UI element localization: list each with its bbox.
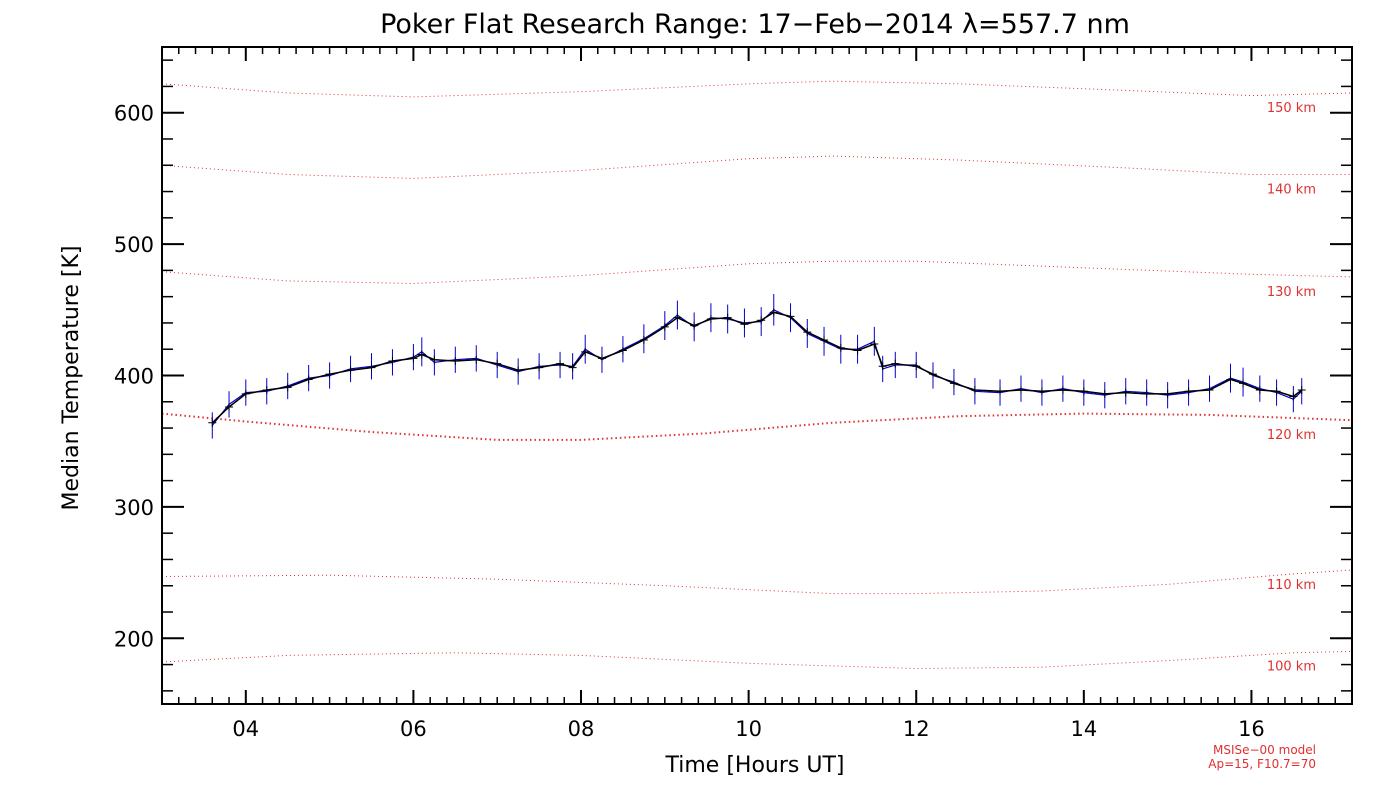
- data-point: [556, 359, 565, 368]
- data-point: [225, 403, 234, 412]
- data-point: [388, 357, 397, 366]
- axes: 04 06 08 10 12 14 16 200 300 400 500 600: [114, 46, 1353, 741]
- data-point: [283, 383, 292, 392]
- y-tick-label: 500: [114, 233, 154, 257]
- data-point: [820, 336, 829, 345]
- data-point: [949, 379, 958, 388]
- data-point: [1016, 385, 1025, 394]
- data-point: [853, 346, 862, 355]
- y-tick-label: 200: [114, 627, 154, 651]
- x-tick-label: 06: [400, 717, 427, 741]
- model-note-line1: MSISe−00 model: [1213, 743, 1316, 757]
- model-curve-110-km: [161, 569, 1353, 595]
- data-point: [430, 355, 439, 364]
- model-label-150-km: 150 km: [1267, 101, 1316, 116]
- data-point: [769, 308, 778, 317]
- data-point: [325, 370, 334, 379]
- data-point: [1226, 375, 1235, 384]
- x-tick-label: 12: [903, 717, 930, 741]
- data-point: [1100, 389, 1109, 398]
- data-point: [870, 339, 879, 348]
- y-axis-label: Median Temperature [K]: [59, 246, 84, 511]
- plot-frame: [161, 46, 1353, 705]
- data-point: [836, 343, 845, 352]
- blue-series-line: [211, 309, 1303, 426]
- data-point: [417, 350, 426, 359]
- data-point: [451, 357, 460, 366]
- x-tick-label: 08: [568, 717, 595, 741]
- x-tick-label: 16: [1238, 717, 1265, 741]
- data-point: [1037, 387, 1046, 396]
- model-curve-130-km: [161, 260, 1353, 285]
- data-point: [618, 346, 627, 355]
- model-note-line2: Ap=15, F10.7=70: [1208, 757, 1316, 771]
- data-point: [1297, 385, 1306, 394]
- data-point: [1239, 379, 1248, 388]
- data-point: [208, 418, 217, 427]
- data-point: [262, 385, 271, 394]
- data-point: [493, 359, 502, 368]
- data-point: [970, 385, 979, 394]
- model-label-110-km: 110 km: [1267, 578, 1316, 593]
- data-point: [535, 363, 544, 372]
- model-label-130-km: 130 km: [1267, 285, 1316, 300]
- data-point: [723, 313, 732, 322]
- data-point: [912, 362, 921, 371]
- data-point: [740, 320, 749, 329]
- data-point: [346, 366, 355, 375]
- data-point: [597, 354, 606, 363]
- data-point: [1184, 387, 1193, 396]
- model-curve-120-km: [161, 412, 1353, 441]
- data-point: [1121, 388, 1130, 397]
- y-tick-label: 600: [114, 102, 154, 126]
- data-point: [581, 347, 590, 356]
- data-point: [673, 313, 682, 322]
- data-point: [472, 355, 481, 364]
- data-point: [514, 366, 523, 375]
- data-point: [757, 316, 766, 325]
- model-curve-140-km: [161, 155, 1352, 179]
- data-point: [660, 322, 669, 331]
- model-label-100-km: 100 km: [1267, 659, 1316, 674]
- data-point: [1205, 385, 1214, 394]
- data-point: [803, 328, 812, 337]
- data-point: [1142, 389, 1151, 398]
- model-label-120-km: 120 km: [1267, 428, 1316, 443]
- x-tick-label: 14: [1070, 717, 1097, 741]
- data-point: [996, 387, 1005, 396]
- x-tick-label: 10: [735, 717, 762, 741]
- model-curve-150-km: [161, 80, 1353, 98]
- msis-model-curves: 150 km 140 km 130 km 120 km 110 km 100 km: [161, 80, 1353, 674]
- model-label-140-km: 140 km: [1267, 183, 1316, 198]
- data-point: [1272, 387, 1281, 396]
- x-tick-label: 04: [232, 717, 259, 741]
- data-point: [706, 314, 715, 323]
- y-tick-label: 300: [114, 496, 154, 520]
- data-point: [568, 363, 577, 372]
- data-point: [304, 375, 313, 384]
- data-point: [891, 359, 900, 368]
- data-point: [786, 312, 795, 321]
- data-point: [241, 389, 250, 398]
- data-point: [1163, 389, 1172, 398]
- data-point: [1079, 387, 1088, 396]
- data-point: [928, 370, 937, 379]
- temperature-series: [208, 294, 1306, 439]
- data-point: [367, 363, 376, 372]
- y-tick-label: 400: [114, 365, 154, 389]
- chart-title: Poker Flat Research Range: 17−Feb−2014 λ…: [380, 9, 1130, 40]
- black-series-line: [211, 311, 1303, 424]
- data-point: [639, 336, 648, 345]
- data-point: [878, 362, 887, 371]
- data-point: [690, 321, 699, 330]
- model-curve-100-km: [161, 650, 1353, 670]
- x-axis-label: Time [Hours UT]: [665, 753, 845, 778]
- data-point: [1058, 385, 1067, 394]
- data-point: [1255, 385, 1264, 394]
- data-point: [1289, 392, 1298, 401]
- data-point: [409, 354, 418, 363]
